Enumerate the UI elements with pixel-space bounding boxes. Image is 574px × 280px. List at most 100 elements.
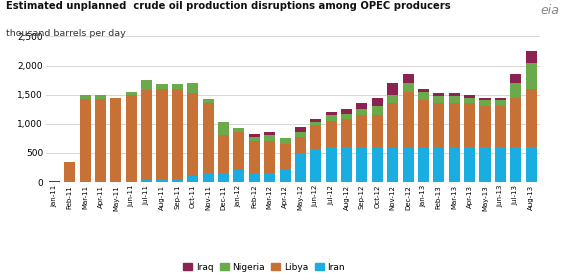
Bar [341,119,352,147]
Bar [234,132,245,170]
Bar [141,90,152,180]
Bar [356,103,367,109]
Bar [280,144,290,170]
Bar [402,92,414,147]
Bar [372,147,383,182]
Bar [418,101,429,147]
Bar [157,179,168,182]
Bar [433,93,444,96]
Bar [479,101,491,106]
Bar [234,170,245,182]
Bar [110,97,122,182]
Bar [249,134,260,137]
Bar [495,147,506,182]
Bar [325,121,337,147]
Bar [203,173,214,182]
Bar [311,119,321,122]
Bar [418,92,429,101]
Bar [187,176,199,182]
Bar [449,96,460,103]
Bar [433,147,444,182]
Bar [325,147,337,182]
Bar [402,74,414,83]
Bar [172,179,183,182]
Bar [203,99,214,103]
Bar [172,85,183,89]
Bar [234,128,245,132]
Bar [187,83,199,93]
Bar [479,97,491,101]
Bar [402,83,414,92]
Bar [449,103,460,147]
Bar [433,103,444,147]
Bar [387,147,398,182]
Bar [356,109,367,115]
Bar [402,147,414,182]
Bar [372,106,383,115]
Bar [280,170,290,182]
Bar [464,103,475,147]
Bar [80,95,91,99]
Bar [495,97,506,101]
Bar [526,89,537,147]
Bar [49,181,60,182]
Bar [264,132,275,136]
Bar [295,137,306,153]
Bar [341,114,352,119]
Bar [172,89,183,179]
Bar [479,147,491,182]
Bar [218,136,229,173]
Bar [264,173,275,182]
Bar [356,115,367,147]
Bar [64,162,75,182]
Bar [479,106,491,147]
Bar [372,97,383,106]
Bar [341,147,352,182]
Bar [141,180,152,182]
Bar [264,141,275,173]
Bar [264,136,275,141]
Bar [387,103,398,147]
Bar [280,138,290,144]
Text: Estimated unplanned  crude oil production disruptions among OPEC producers: Estimated unplanned crude oil production… [6,1,451,11]
Bar [249,141,260,173]
Bar [203,103,214,173]
Bar [418,147,429,182]
Bar [510,147,521,182]
Bar [464,95,475,97]
Bar [495,106,506,147]
Bar [311,148,321,182]
Bar [126,92,137,95]
Bar [526,147,537,182]
Bar [449,147,460,182]
Bar [126,95,137,182]
Bar [295,132,306,137]
Bar [95,99,106,182]
Bar [157,89,168,179]
Bar [372,115,383,147]
Bar [249,137,260,141]
Bar [464,147,475,182]
Bar [356,147,367,182]
Bar [325,112,337,115]
Text: thousand barrels per day: thousand barrels per day [6,29,126,38]
Bar [510,97,521,147]
Legend: Iraq, Nigeria, Libya, Iran: Iraq, Nigeria, Libya, Iran [180,259,348,276]
Bar [495,101,506,106]
Bar [311,125,321,148]
Bar [95,95,106,99]
Bar [325,115,337,121]
Text: eia: eia [541,4,560,17]
Bar [218,173,229,182]
Bar [433,96,444,103]
Bar [464,97,475,103]
Bar [510,83,521,97]
Bar [387,95,398,103]
Bar [311,122,321,125]
Bar [187,93,199,176]
Bar [295,153,306,182]
Bar [526,63,537,89]
Bar [341,109,352,114]
Bar [141,80,152,90]
Bar [157,85,168,89]
